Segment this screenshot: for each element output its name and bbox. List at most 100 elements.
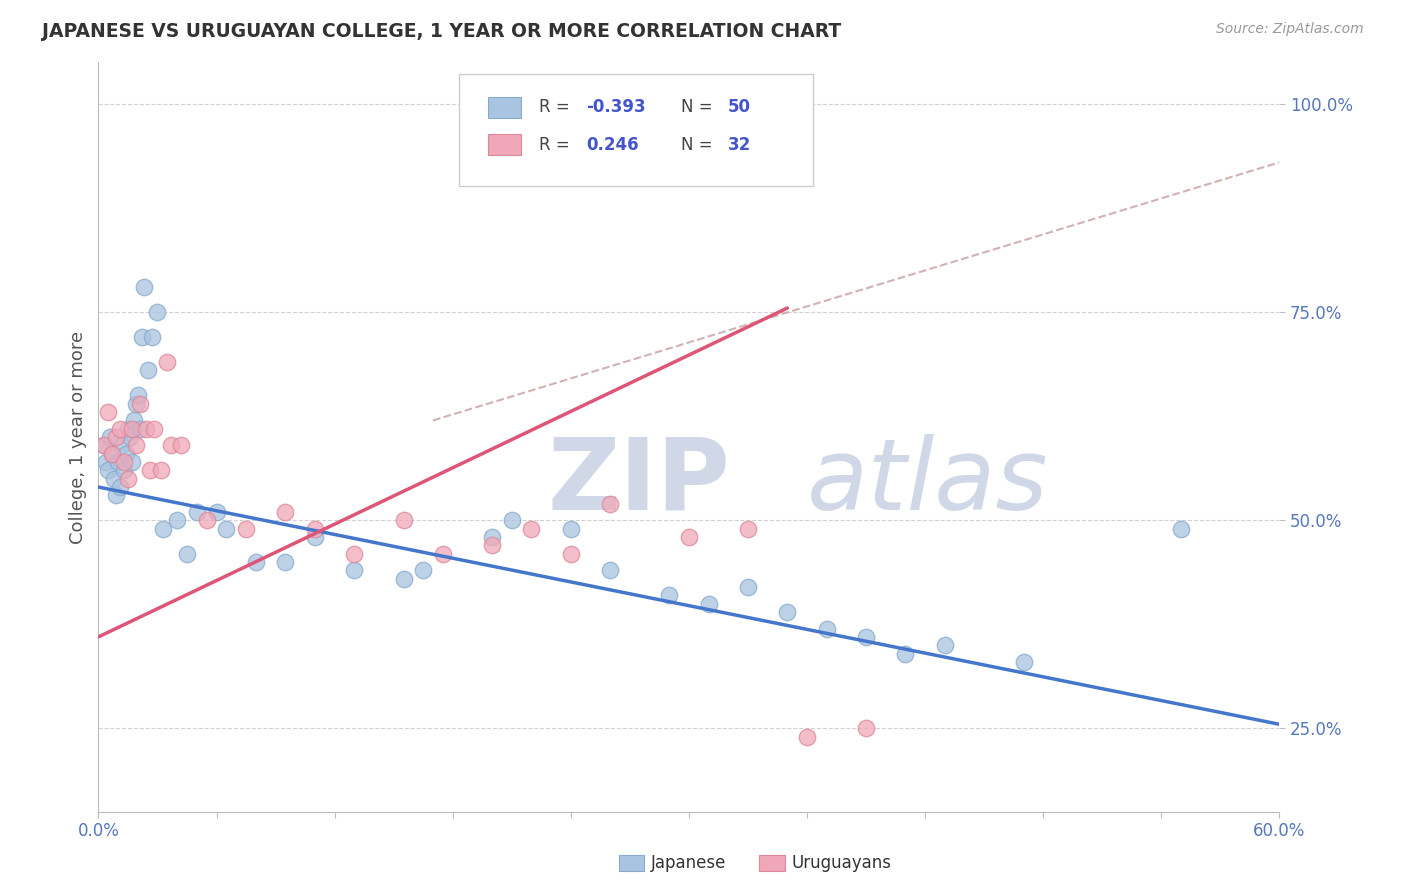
Point bbox=[304, 530, 326, 544]
Point bbox=[392, 572, 415, 586]
Point bbox=[304, 522, 326, 536]
Point bbox=[697, 597, 720, 611]
Point bbox=[815, 622, 838, 636]
Point bbox=[125, 397, 148, 411]
Point bbox=[560, 547, 582, 561]
Point bbox=[855, 722, 877, 736]
Text: Uruguayans: Uruguayans bbox=[792, 855, 891, 872]
Point bbox=[93, 438, 115, 452]
Point bbox=[152, 522, 174, 536]
FancyBboxPatch shape bbox=[458, 74, 813, 186]
Text: 50: 50 bbox=[728, 98, 751, 116]
Point bbox=[138, 463, 160, 477]
Point bbox=[115, 447, 138, 461]
Text: 32: 32 bbox=[728, 136, 751, 153]
Point bbox=[150, 463, 173, 477]
Point bbox=[855, 630, 877, 644]
Point bbox=[96, 455, 118, 469]
Point bbox=[156, 355, 179, 369]
Point bbox=[127, 388, 149, 402]
Point bbox=[105, 430, 128, 444]
Point bbox=[131, 330, 153, 344]
Point bbox=[128, 422, 150, 436]
Point bbox=[108, 480, 131, 494]
Point bbox=[128, 397, 150, 411]
Point bbox=[101, 447, 124, 461]
Text: N =: N = bbox=[681, 98, 717, 116]
Point bbox=[599, 497, 621, 511]
Text: JAPANESE VS URUGUAYAN COLLEGE, 1 YEAR OR MORE CORRELATION CHART: JAPANESE VS URUGUAYAN COLLEGE, 1 YEAR OR… bbox=[42, 22, 841, 41]
Point bbox=[141, 330, 163, 344]
Point bbox=[146, 305, 169, 319]
Point bbox=[103, 472, 125, 486]
Text: R =: R = bbox=[538, 98, 575, 116]
Point bbox=[205, 505, 228, 519]
FancyBboxPatch shape bbox=[488, 135, 522, 155]
Text: ZIP: ZIP bbox=[547, 434, 730, 531]
Text: Japanese: Japanese bbox=[651, 855, 727, 872]
Text: atlas: atlas bbox=[807, 434, 1049, 531]
Point bbox=[412, 563, 434, 577]
Point bbox=[93, 438, 115, 452]
Point bbox=[481, 530, 503, 544]
Point bbox=[112, 455, 135, 469]
Point bbox=[195, 513, 218, 527]
Point bbox=[235, 522, 257, 536]
Point bbox=[796, 730, 818, 744]
Point bbox=[121, 455, 143, 469]
Text: N =: N = bbox=[681, 136, 717, 153]
Point bbox=[934, 638, 956, 652]
Point bbox=[142, 422, 165, 436]
Text: R =: R = bbox=[538, 136, 575, 153]
Point bbox=[117, 422, 139, 436]
Point bbox=[136, 363, 159, 377]
Point bbox=[111, 438, 134, 452]
Point bbox=[112, 463, 135, 477]
Point bbox=[894, 647, 917, 661]
Point bbox=[135, 422, 157, 436]
Point bbox=[658, 588, 681, 602]
Point bbox=[118, 430, 141, 444]
Point bbox=[432, 547, 454, 561]
Point bbox=[737, 580, 759, 594]
Point bbox=[160, 438, 183, 452]
Point bbox=[97, 405, 120, 419]
Point bbox=[101, 447, 124, 461]
Text: Source: ZipAtlas.com: Source: ZipAtlas.com bbox=[1216, 22, 1364, 37]
Point bbox=[166, 513, 188, 527]
Point bbox=[274, 505, 297, 519]
Point bbox=[132, 280, 155, 294]
Point bbox=[737, 522, 759, 536]
Point bbox=[186, 505, 208, 519]
Point bbox=[98, 430, 121, 444]
Point bbox=[108, 422, 131, 436]
Point bbox=[560, 522, 582, 536]
Point bbox=[1012, 655, 1035, 669]
Text: 0.246: 0.246 bbox=[586, 136, 638, 153]
Point bbox=[520, 522, 543, 536]
Point bbox=[343, 563, 366, 577]
Text: -0.393: -0.393 bbox=[586, 98, 645, 116]
Point bbox=[122, 413, 145, 427]
Point bbox=[481, 538, 503, 552]
Point bbox=[107, 455, 129, 469]
Point bbox=[245, 555, 267, 569]
Point bbox=[170, 438, 193, 452]
Point bbox=[97, 463, 120, 477]
Point bbox=[599, 563, 621, 577]
Point bbox=[125, 438, 148, 452]
Y-axis label: College, 1 year or more: College, 1 year or more bbox=[69, 331, 87, 543]
FancyBboxPatch shape bbox=[488, 97, 522, 118]
Point bbox=[392, 513, 415, 527]
Point bbox=[215, 522, 238, 536]
Point bbox=[121, 422, 143, 436]
Point bbox=[1170, 522, 1192, 536]
Point bbox=[117, 472, 139, 486]
Point bbox=[105, 488, 128, 502]
Point bbox=[274, 555, 297, 569]
Point bbox=[176, 547, 198, 561]
Point bbox=[776, 605, 799, 619]
Point bbox=[501, 513, 523, 527]
Point bbox=[343, 547, 366, 561]
Point bbox=[678, 530, 700, 544]
